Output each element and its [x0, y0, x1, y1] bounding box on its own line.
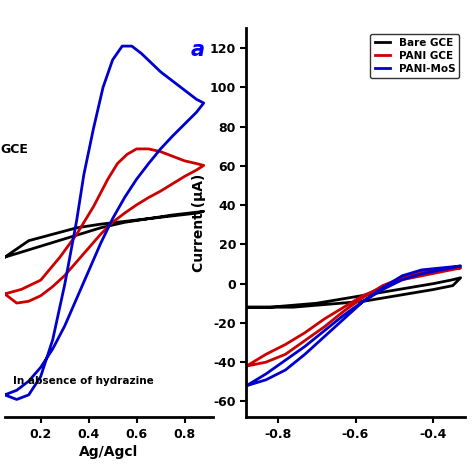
- Y-axis label: Current (μA): Current (μA): [191, 173, 206, 272]
- Text: In absence of hydrazine: In absence of hydrazine: [13, 376, 154, 386]
- X-axis label: Ag/Agcl: Ag/Agcl: [79, 445, 138, 459]
- Text: GCE: GCE: [0, 143, 28, 156]
- Legend: Bare GCE, PANI GCE, PANI-MoS: Bare GCE, PANI GCE, PANI-MoS: [370, 34, 459, 78]
- Text: a: a: [191, 40, 205, 60]
